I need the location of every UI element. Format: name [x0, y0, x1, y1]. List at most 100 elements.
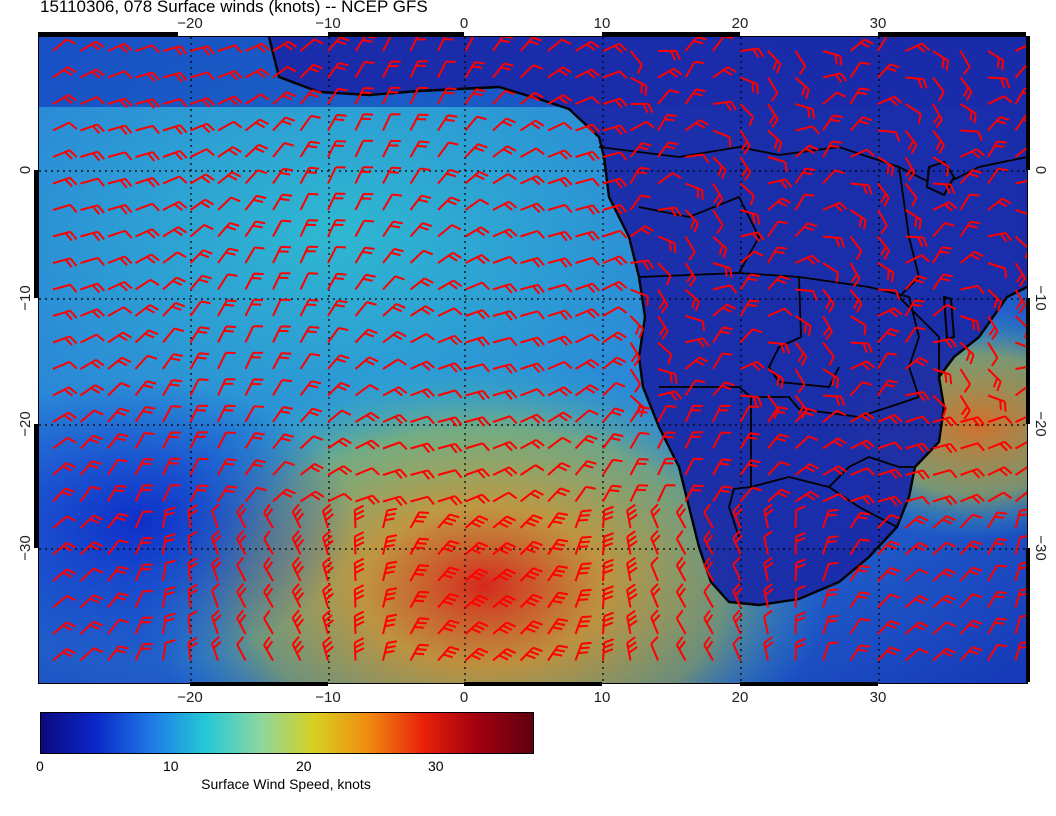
barb-flag: [777, 246, 788, 250]
barb-shaft: [327, 246, 338, 264]
barb-shaft: [987, 415, 1006, 423]
barb-flag: [886, 269, 891, 280]
barb-shaft: [547, 386, 565, 397]
barb-flag: [117, 458, 128, 463]
barb-flag: [826, 593, 837, 597]
wind-barb: [877, 468, 903, 480]
wind-barb: [932, 273, 953, 291]
barb-flag: [419, 537, 430, 541]
barb-flag: [636, 462, 647, 466]
wind-barb: [299, 325, 320, 343]
barb-shaft: [904, 103, 922, 115]
wind-barb: [52, 309, 78, 321]
barb-shaft: [547, 487, 562, 503]
barb-shaft: [850, 439, 868, 450]
tick-label: −10: [315, 15, 340, 32]
barb-shaft: [382, 386, 400, 397]
barb-shaft: [629, 458, 640, 476]
wind-barb: [327, 437, 352, 450]
wind-barb: [519, 64, 544, 79]
barb-flag: [188, 641, 198, 649]
barb-flag: [938, 91, 945, 101]
wind-barb: [932, 568, 956, 582]
barb-shaft: [905, 442, 924, 450]
barb-flag: [477, 417, 486, 427]
barb-flag: [976, 468, 985, 477]
barb-flag: [390, 86, 401, 89]
wind-barb: [272, 167, 294, 185]
barb-shaft: [217, 95, 235, 105]
wind-barb: [739, 432, 760, 450]
barb-flag: [140, 621, 151, 624]
wind-barb: [465, 493, 490, 505]
wind-barb: [299, 89, 322, 105]
wind-barb: [739, 156, 752, 181]
barb-shaft: [739, 405, 751, 423]
barb-flag: [384, 570, 395, 575]
wind-barb: [739, 405, 760, 423]
wind-barb: [464, 515, 489, 529]
barb-flag: [281, 219, 292, 223]
barb-shaft: [822, 91, 838, 105]
wind-barb: [410, 360, 435, 371]
barb-flag: [751, 82, 755, 93]
barb-flag: [650, 503, 659, 513]
barb-flag: [691, 488, 702, 492]
barb-flag: [449, 364, 458, 373]
wind-barb: [987, 116, 1010, 132]
wind-barb: [244, 405, 264, 423]
barb-flag: [198, 378, 209, 381]
wind-barb: [187, 504, 198, 529]
wind-barb: [410, 442, 435, 454]
barb-flag: [949, 495, 958, 505]
wind-barb: [849, 538, 871, 556]
wind-barb: [767, 460, 790, 476]
wind-barb: [492, 62, 514, 79]
barb-flag: [308, 411, 319, 417]
barb-shaft: [904, 182, 918, 199]
tick-label: −30: [17, 535, 34, 560]
barb-flag: [668, 141, 679, 146]
wind-barb: [849, 235, 863, 260]
barb-shaft: [629, 142, 643, 158]
wind-barb: [1014, 262, 1026, 287]
barb-flag: [308, 219, 319, 222]
barb-shaft: [712, 284, 731, 291]
barb-flag: [448, 141, 459, 146]
barb-flag: [291, 609, 300, 619]
barb-flag: [201, 274, 212, 280]
barb-shaft: [52, 335, 71, 344]
barb-flag: [238, 534, 247, 544]
barb-flag: [387, 507, 398, 512]
barb-shaft: [794, 642, 798, 661]
wind-barb: [739, 250, 764, 264]
barb-shaft: [299, 193, 310, 211]
wind-barb: [520, 175, 545, 186]
barb-shaft: [547, 360, 565, 370]
barb-flag: [829, 144, 840, 148]
wind-barb: [767, 275, 790, 291]
barb-flag: [862, 184, 868, 195]
wind-barb: [79, 40, 105, 52]
barb-flag: [965, 351, 971, 362]
barb-flag: [797, 383, 806, 394]
barb-flag: [840, 396, 846, 407]
barb-flag: [384, 596, 395, 601]
wind-barb: [79, 567, 104, 582]
wind-barb: [547, 94, 573, 105]
barb-flag: [579, 646, 590, 650]
wind-barb: [134, 329, 159, 344]
barb-flag: [678, 640, 686, 650]
barb-flag: [640, 228, 651, 235]
barb-shaft: [245, 42, 263, 52]
wind-barb: [850, 467, 875, 476]
wind-barb: [354, 356, 379, 370]
barb-flag: [119, 205, 128, 215]
wind-barb: [244, 378, 264, 396]
barb-flag: [335, 192, 346, 195]
barb-flag: [119, 407, 130, 413]
barb-flag: [723, 37, 734, 40]
barb-flag: [626, 556, 636, 565]
barb-shaft: [465, 363, 484, 370]
barb-flag: [830, 118, 841, 123]
